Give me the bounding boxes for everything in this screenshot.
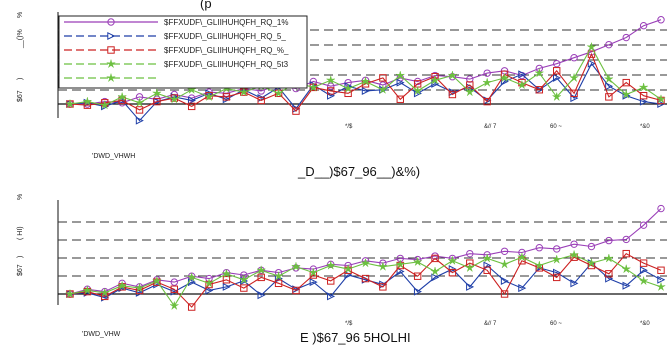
header-text: (p xyxy=(200,0,212,11)
data-point-star xyxy=(483,78,491,86)
x-tick-label: */$ xyxy=(345,124,353,130)
y-axis-label-top: ( HI) xyxy=(17,226,24,240)
data-point-star xyxy=(639,277,647,285)
legend-entry-label: $FFXUDF\_GLIIHUHQFH_RQ_5_ xyxy=(164,32,286,41)
legend-entry-label: $FFXUDF\_GLIIHUHQFH_RQ_%_ xyxy=(164,46,289,55)
legend-entry-label: $FFXUDF\_GLIIHUHQFH_RQ_5t3 xyxy=(164,60,289,69)
y-tick-label: ) xyxy=(17,78,24,80)
data-point-circle xyxy=(658,205,664,211)
x-tick-label: *&0 xyxy=(640,124,650,130)
x-tick-label: 60 ~ xyxy=(550,321,562,327)
data-point-star xyxy=(257,266,265,274)
chart-legend: $FFXUDF\_GLIIHUHQFH_RQ_1% $FFXUDF\_GLIIHU… xyxy=(59,16,307,88)
y-axis-label-top: __()% xyxy=(17,29,24,49)
y-tick-label: ) xyxy=(17,256,24,258)
data-point-star xyxy=(170,301,178,309)
chart-panel-b: $67 ( HI) % ) 'DWD_VHW E )$67_96 5HOLHI … xyxy=(17,194,667,345)
x-tick-label: &// 7 xyxy=(484,124,497,130)
x-tick-label: &// 7 xyxy=(484,321,497,327)
data-point-star xyxy=(587,43,595,51)
dataset-label: 'DWD_VHW xyxy=(82,331,121,338)
x-tick-label: 60 ~ xyxy=(550,124,562,130)
data-point-star xyxy=(500,260,508,268)
x-tick-label: */$ xyxy=(345,321,353,327)
data-point-star xyxy=(657,282,665,290)
y-axis-label: $67 xyxy=(17,90,24,102)
x-tick-label: *&0 xyxy=(640,321,650,327)
chart-caption: E )$67_96 5HOLHI xyxy=(300,330,411,345)
y-tick-label: % xyxy=(17,194,24,200)
y-axis-label: $67 xyxy=(17,264,24,276)
dataset-label: 'DWD_VHWH xyxy=(92,153,135,160)
data-point-star xyxy=(553,255,561,263)
chart-caption: _D__)$67_96__)&%) xyxy=(297,164,420,179)
legend-entry-label: $FFXUDF\_GLIIHUHQFH_RQ_1% xyxy=(164,18,288,27)
data-point-star xyxy=(135,98,143,106)
y-tick-label: % xyxy=(17,12,24,18)
